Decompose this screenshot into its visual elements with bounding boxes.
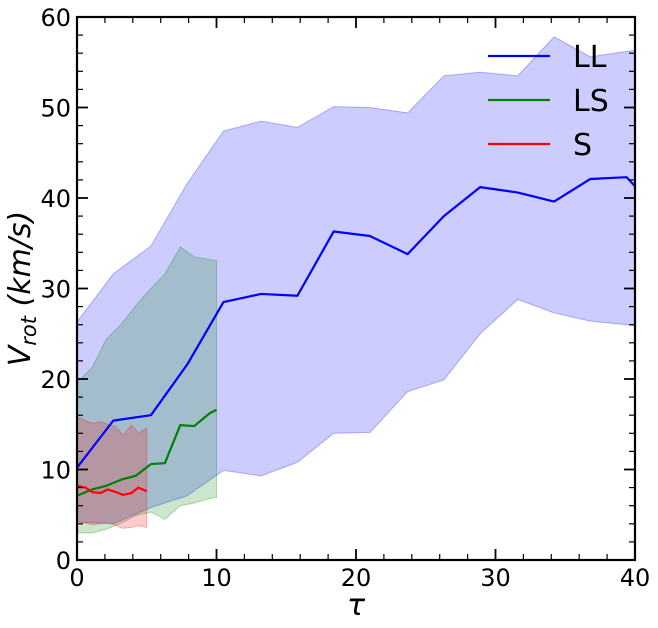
x-tick-label: 10 [201, 564, 232, 592]
y-tick-label: 30 [40, 276, 71, 304]
series-lines [76, 176, 636, 497]
legend-label-ll: LL [573, 40, 607, 75]
y-axis-label-unit: (km/s) [3, 211, 38, 316]
y-tick-label: 60 [40, 4, 71, 32]
y-tick-label: 0 [56, 547, 71, 575]
x-tick-label: 0 [69, 564, 84, 592]
series-line-s [76, 484, 148, 496]
series-line-ls [76, 408, 218, 497]
series-line-ll [76, 176, 636, 469]
x-axis-label: τ [347, 588, 366, 623]
legend-label-ls: LS [573, 84, 609, 119]
band-ls [76, 246, 217, 534]
x-tick-label: 30 [480, 564, 511, 592]
x-tick-label: 20 [341, 564, 372, 592]
legend: LL LS S [488, 40, 609, 163]
y-tick-label: 40 [40, 185, 71, 213]
x-tick-label: 40 [620, 564, 651, 592]
y-axis-label-subscript: rot [17, 315, 41, 345]
y-tick-label: 10 [40, 457, 71, 485]
uncertainty-bands [76, 36, 636, 534]
axis-tick-labels: 0 10 20 30 40 0 10 20 30 40 50 60 [40, 4, 650, 592]
y-axis-label-symbol: V [3, 343, 38, 366]
y-axis-label: Vrot (km/s) [3, 211, 41, 367]
band-s [76, 416, 148, 529]
y-tick-label: 20 [40, 366, 71, 394]
legend-label-s: S [573, 128, 592, 163]
axis-ticks [76, 16, 636, 561]
y-tick-label: 50 [40, 95, 71, 123]
